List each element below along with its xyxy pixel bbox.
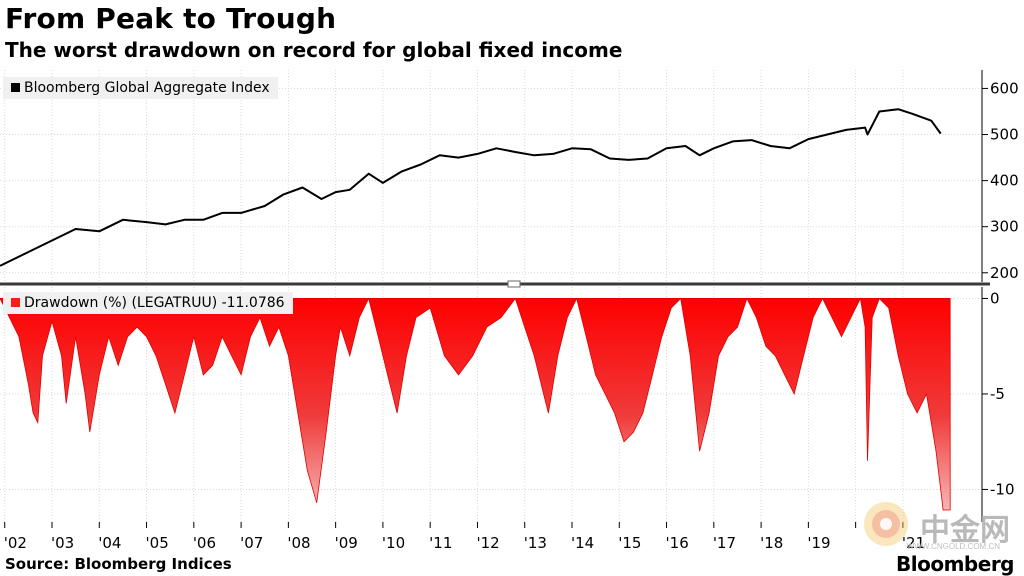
bottom-y-tick-label: -10 <box>990 480 1015 498</box>
legend-index: Bloomberg Global Aggregate Index <box>3 77 278 99</box>
bottom-y-tick-label: -5 <box>990 385 1005 403</box>
chart-subtitle: The worst drawdown on record for global … <box>5 38 623 62</box>
x-tick-label: '09 <box>335 534 358 552</box>
x-tick-label: '10 <box>382 534 405 552</box>
drawdown-series <box>0 297 951 511</box>
x-tick-label: '06 <box>193 534 216 552</box>
x-tick-label: '16 <box>666 534 689 552</box>
legend-drawdown: Drawdown (%) (LEGATRUU) -11.0786 <box>3 292 293 314</box>
legend-index-label: Bloomberg Global Aggregate Index <box>24 80 270 96</box>
top-y-axis: 200 300 400 500 600 <box>981 70 1019 282</box>
drawdown-area <box>0 297 951 511</box>
x-tick-label: '12 <box>476 534 499 552</box>
legend-swatch-red <box>11 298 20 307</box>
x-tick-label: '05 <box>146 534 169 552</box>
source-note: Source: Bloomberg Indices <box>5 555 232 573</box>
gridlines <box>0 70 980 522</box>
x-tick-label: '14 <box>571 534 594 552</box>
top-y-tick-label: 500 <box>990 126 1019 144</box>
top-y-tick-label: 200 <box>990 264 1019 282</box>
x-tick-label: '04 <box>98 534 121 552</box>
x-tick-label: '21 <box>902 534 925 552</box>
watermark-url: WWW.CNGOLD.COM.CN <box>906 542 1000 551</box>
index-series <box>0 108 942 267</box>
chart-title: From Peak to Trough <box>5 2 337 35</box>
x-tick-label: '13 <box>524 534 547 552</box>
index-line <box>0 108 942 267</box>
x-tick-label: '15 <box>618 534 641 552</box>
x-tick-label: '02 <box>4 534 27 552</box>
brand-logo: Bloomberg <box>896 552 1014 576</box>
top-y-tick-label: 300 <box>990 218 1019 236</box>
bottom-y-tick-label: 0 <box>990 289 1000 307</box>
watermark-logo-icon <box>864 502 908 546</box>
x-tick-label: '18 <box>760 534 783 552</box>
panel-divider-handle <box>507 280 521 288</box>
legend-drawdown-label: Drawdown (%) (LEGATRUU) -11.0786 <box>24 295 285 311</box>
legend-swatch-black <box>11 83 20 92</box>
top-y-tick-label: 600 <box>990 79 1019 97</box>
x-tick-label: '08 <box>287 534 310 552</box>
x-tick-label: '07 <box>240 534 263 552</box>
top-y-tick-label: 400 <box>990 172 1019 190</box>
x-axis: '02 '03 '04 '05 '06 '07 '08 '09 '10 '11 '12 '13 '14 '… <box>4 522 925 552</box>
x-tick-label: '19 <box>807 534 830 552</box>
bottom-y-axis: 0 -5 -10 <box>981 287 1015 522</box>
x-tick-label: '17 <box>713 534 736 552</box>
watermark-text: 中金网 <box>920 513 1010 548</box>
x-tick-label: '03 <box>51 534 74 552</box>
x-tick-label: '11 <box>429 534 452 552</box>
